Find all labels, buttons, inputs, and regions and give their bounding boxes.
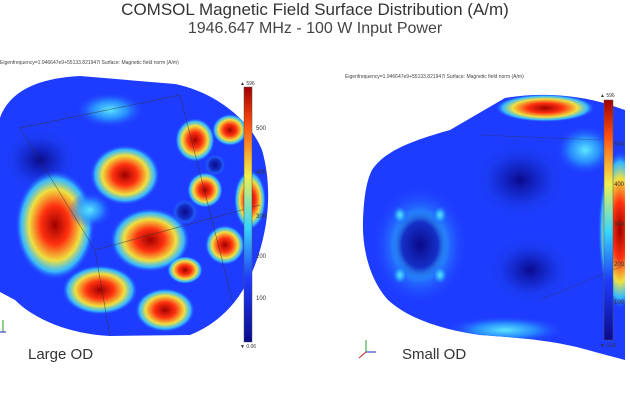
right-max-value: ▲ 596 (600, 93, 615, 99)
left-caption: Large OD (28, 346, 94, 363)
left-tick-200: 200 (256, 254, 267, 260)
left-tick-300: 300 (256, 214, 267, 220)
figure-title: COMSOL Magnetic Field Surface Distributi… (121, 0, 509, 19)
right-eigenfrequency-label: Eigenfrequency=1.946647e9+55133.821947i … (345, 74, 524, 80)
figure-subtitle: 1946.647 MHz - 100 W Input Power (187, 20, 443, 37)
right-tick-500: 500 (614, 142, 625, 148)
left-axis-triad-icon (0, 320, 6, 333)
right-axis-triad-icon (358, 340, 376, 359)
left-max-value: ▲ 596 (240, 81, 255, 87)
right-min-value: ▼ 0.06 (600, 343, 617, 349)
left-colorbar (243, 86, 253, 343)
left-tick-400: 400 (256, 170, 267, 176)
left-tick-100: 100 (256, 296, 267, 302)
left-eigenfrequency-label: Eigenfrequency=1.946647e9+55133.821947i … (0, 60, 179, 66)
left-tick-500: 500 (256, 126, 267, 132)
right-tick-300: 300 (614, 222, 625, 228)
right-tick-400: 400 (614, 182, 625, 188)
left-min-value: ▼ 0.06 (240, 344, 257, 350)
right-tick-100: 100 (614, 300, 625, 306)
right-tick-200: 200 (614, 262, 625, 268)
right-colorbar (603, 99, 614, 341)
right-caption: Small OD (402, 346, 467, 363)
